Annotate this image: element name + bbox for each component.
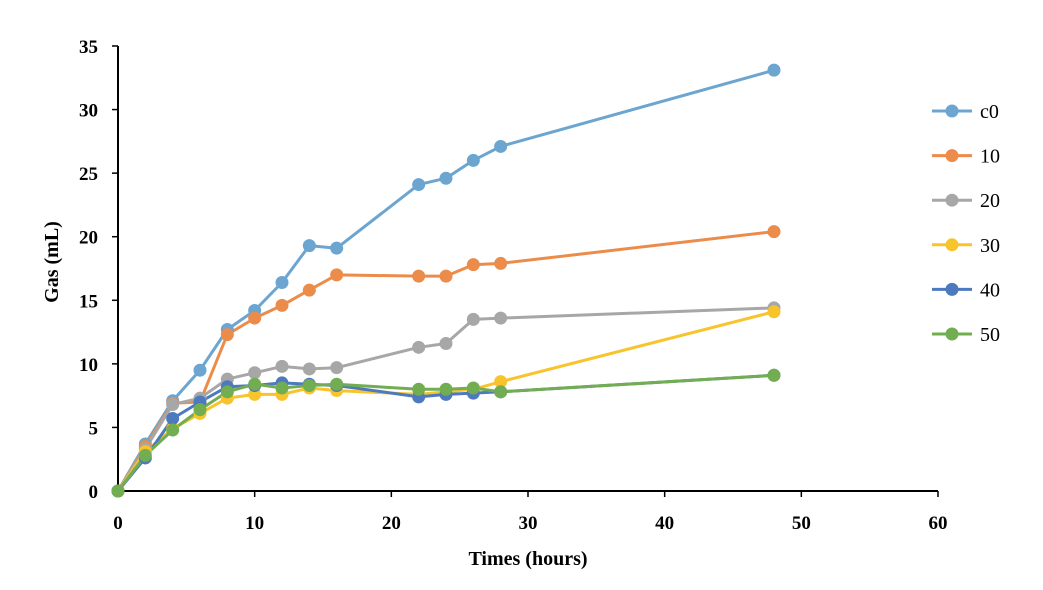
data-point-50 xyxy=(302,378,316,392)
data-point-50 xyxy=(248,377,262,391)
data-point-c0 xyxy=(439,171,453,185)
data-point-50 xyxy=(767,368,781,382)
legend-item-50: 50 xyxy=(932,324,1000,346)
y-tick-label: 35 xyxy=(79,37,98,58)
data-point-20 xyxy=(412,340,426,354)
data-point-20 xyxy=(248,366,262,380)
legend-item-c0: c0 xyxy=(932,101,999,123)
data-point-20 xyxy=(166,398,180,412)
data-point-30 xyxy=(494,375,508,389)
data-point-10 xyxy=(412,269,426,283)
data-point-10 xyxy=(466,258,480,272)
data-point-50 xyxy=(439,382,453,396)
y-tick-label: 5 xyxy=(89,418,99,439)
legend-swatch-marker xyxy=(945,238,959,252)
data-point-10 xyxy=(330,268,344,282)
data-point-c0 xyxy=(494,139,508,153)
legend-swatch-marker xyxy=(945,149,959,163)
legend-item-30: 30 xyxy=(932,235,1000,257)
data-point-50 xyxy=(466,381,480,395)
data-point-50 xyxy=(330,377,344,391)
x-tick-label: 0 xyxy=(113,513,123,534)
data-point-50 xyxy=(138,448,152,462)
data-point-10 xyxy=(767,225,781,239)
axis-ticks: 0 10 20 30 40 50 60 0 5 10 15 20 25 30 35 xyxy=(79,37,948,534)
data-point-50 xyxy=(166,423,180,437)
data-point-30 xyxy=(767,305,781,319)
y-tick-label: 0 xyxy=(89,482,99,503)
axes xyxy=(117,46,938,492)
data-point-c0 xyxy=(466,153,480,167)
data-point-c0 xyxy=(275,275,289,289)
data-point-20 xyxy=(330,361,344,375)
data-point-20 xyxy=(275,359,289,373)
data-point-c0 xyxy=(412,178,426,192)
data-point-40 xyxy=(166,412,180,426)
x-tick-label: 30 xyxy=(519,513,538,534)
legend-swatch-marker xyxy=(945,327,959,341)
data-point-c0 xyxy=(330,241,344,255)
data-point-20 xyxy=(466,312,480,326)
y-axis-title: Gas (mL) xyxy=(41,221,63,303)
legend-label: 30 xyxy=(980,235,1000,257)
data-point-50 xyxy=(412,382,426,396)
x-tick-label: 60 xyxy=(929,513,948,534)
data-point-20 xyxy=(494,311,508,325)
data-point-50 xyxy=(220,385,234,399)
legend-item-10: 10 xyxy=(932,146,1000,168)
legend-label: 50 xyxy=(980,324,1000,346)
data-point-50 xyxy=(193,403,207,417)
y-tick-label: 15 xyxy=(79,291,98,312)
data-point-c0 xyxy=(302,239,316,253)
data-point-10 xyxy=(275,298,289,312)
x-tick-label: 10 xyxy=(245,513,264,534)
legend-item-40: 40 xyxy=(932,279,1000,301)
y-tick-label: 30 xyxy=(79,101,98,122)
y-tick-label: 20 xyxy=(79,228,98,249)
data-point-50 xyxy=(111,484,125,498)
data-point-10 xyxy=(494,256,508,270)
legend-swatch-marker xyxy=(945,282,959,296)
data-point-20 xyxy=(439,337,453,351)
legend-label: c0 xyxy=(980,101,999,123)
data-point-10 xyxy=(220,328,234,342)
legend: c0 10 20 30 40 50 xyxy=(932,101,1000,346)
data-point-20 xyxy=(302,362,316,376)
legend-label: 20 xyxy=(980,190,1000,212)
legend-label: 40 xyxy=(980,279,1000,301)
legend-swatch-marker xyxy=(945,104,959,118)
x-axis-title: Times (hours) xyxy=(468,548,587,570)
data-point-30 xyxy=(248,387,262,401)
y-tick-label: 25 xyxy=(79,164,98,185)
data-point-10 xyxy=(302,283,316,297)
data-point-50 xyxy=(494,385,508,399)
x-tick-label: 40 xyxy=(655,513,674,534)
x-tick-label: 20 xyxy=(382,513,401,534)
legend-item-20: 20 xyxy=(932,190,1000,212)
x-tick-label: 50 xyxy=(792,513,811,534)
data-point-10 xyxy=(248,311,262,325)
data-point-10 xyxy=(439,269,453,283)
legend-swatch-marker xyxy=(945,193,959,207)
data-point-c0 xyxy=(193,363,207,377)
legend-label: 10 xyxy=(980,146,1000,168)
series-points xyxy=(111,63,781,498)
data-point-c0 xyxy=(767,63,781,77)
y-tick-label: 10 xyxy=(79,355,98,376)
data-point-50 xyxy=(275,381,289,395)
